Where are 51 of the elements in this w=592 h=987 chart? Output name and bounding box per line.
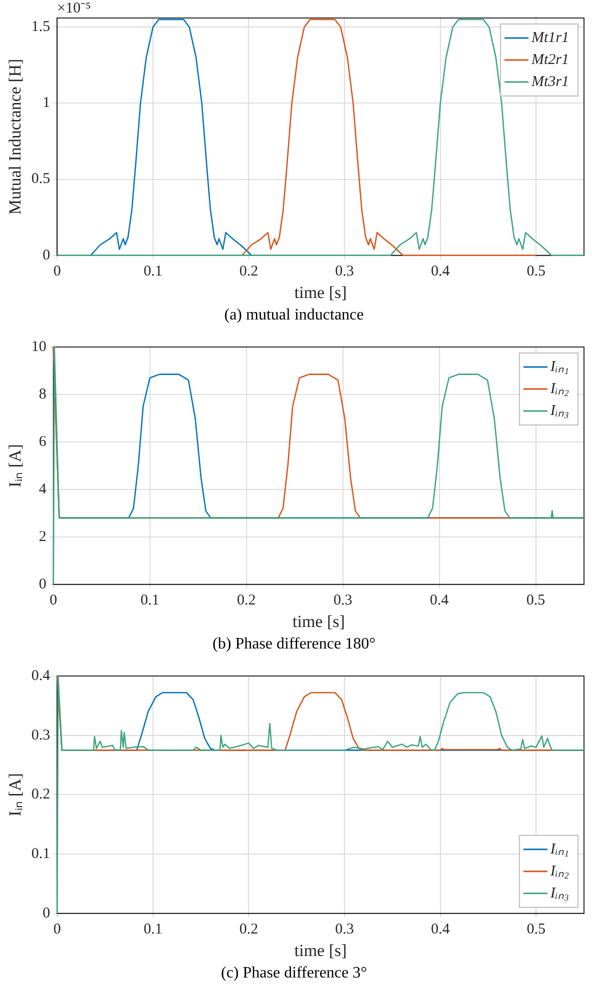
y-tick-label: 2	[38, 528, 46, 545]
x-tick-label: 0.4	[430, 921, 450, 938]
x-tick-label: 0.5	[526, 921, 546, 938]
legend-label: Mt2r1	[530, 52, 569, 68]
x-tick-label: 0.3	[333, 592, 352, 608]
text: (b) Phase difference 180°	[212, 636, 376, 653]
y-tick-label: 0	[42, 905, 50, 922]
legend-label: Iᵢₙ₁	[549, 841, 570, 858]
legend-label: Iᵢₙ₃	[549, 402, 570, 419]
legend-label: Mt3r1	[530, 74, 569, 90]
legend-label: Mt1r1	[530, 30, 569, 46]
y-tick-label: 8	[38, 386, 46, 402]
y-tick-label: 1	[42, 95, 50, 112]
y-tick-label: 0.5	[31, 171, 50, 188]
x-tick-label: 0.5	[526, 592, 546, 608]
x-axis-title: time [s]	[294, 941, 347, 960]
legend-label: Iᵢₙ₂	[549, 380, 570, 397]
x-tick-label: 0.2	[236, 592, 256, 608]
x-tick-label: 0.1	[144, 263, 162, 280]
y-tick-label: 0	[42, 247, 50, 264]
x-tick-label: 0.4	[430, 263, 450, 280]
x-tick-label: 0.3	[335, 263, 354, 280]
text: ×10⁻⁵	[57, 0, 91, 16]
y-axis-title: Mutual Inductance [H]	[6, 58, 25, 215]
legend-label: Iᵢₙ₁	[549, 358, 570, 375]
y-axis-title: Iᵢₙ [A]	[6, 773, 25, 816]
y-tick-label: 0.4	[31, 668, 51, 684]
x-axis-title: time [s]	[292, 612, 345, 632]
y-tick-label: 10	[31, 338, 46, 355]
x-tick-label: 0.1	[140, 592, 160, 608]
text: (c) Phase difference 3°	[220, 964, 368, 982]
legend-label: Iᵢₙ₂	[549, 863, 570, 880]
x-tick-label: 0.5	[526, 263, 546, 280]
text: (a) mutual inductance	[224, 306, 364, 324]
y-tick-label: 0.3	[31, 727, 50, 744]
y-axis-title: Iᵢₙ [A]	[6, 444, 25, 488]
x-tick-label: 0.3	[335, 921, 354, 938]
y-tick-label: 1.5	[31, 19, 50, 36]
x-tick-label: 0	[53, 921, 61, 938]
x-axis-title: time [s]	[294, 283, 347, 302]
x-tick-label: 0.2	[239, 921, 258, 938]
y-tick-label: 6	[38, 434, 47, 450]
y-tick-label: 0.1	[31, 846, 50, 862]
legend-label: Iᵢₙ₃	[549, 885, 570, 902]
x-tick-label: 0.1	[144, 921, 162, 938]
x-tick-label: 0.4	[430, 592, 450, 608]
y-tick-label: 0	[38, 576, 46, 592]
x-tick-label: 0.2	[239, 263, 258, 280]
y-tick-label: 0.2	[31, 786, 50, 803]
x-tick-label: 0	[53, 263, 61, 280]
y-tick-label: 4	[38, 481, 47, 498]
